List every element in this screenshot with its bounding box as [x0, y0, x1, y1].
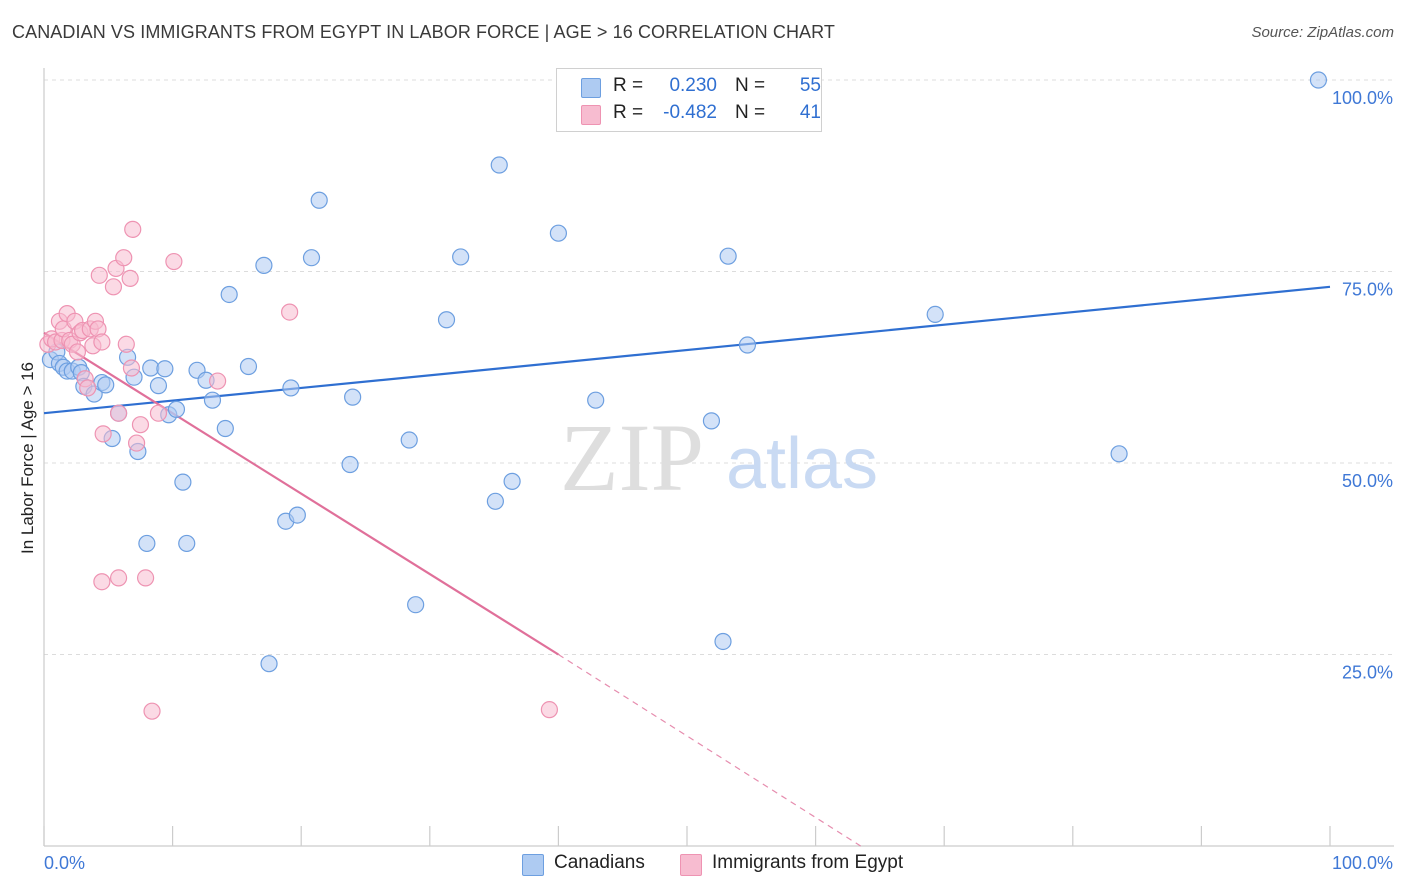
canadians-point: [702, 412, 721, 430]
canadians-point: [490, 156, 508, 174]
x-tick-label-min: 0.0%: [44, 853, 85, 873]
canadians-r-value: 0.230: [669, 75, 717, 96]
canadians-point: [203, 391, 222, 409]
egypt-point: [124, 220, 142, 238]
legend-label-egypt: Immigrants from Egypt: [712, 852, 904, 873]
canadians-point: [714, 632, 732, 651]
egypt-swatch: [581, 105, 601, 125]
canadians-points: [41, 71, 1328, 673]
canadians-point: [486, 492, 504, 510]
canadians-trend-line: [43, 285, 1331, 415]
egypt-point: [93, 333, 111, 351]
egypt-point: [143, 702, 161, 720]
canadians-point: [288, 506, 306, 524]
n-label: N =: [735, 102, 766, 123]
egypt-swatch: [680, 854, 702, 876]
canadians-swatch: [581, 78, 601, 98]
egypt-point: [127, 434, 146, 452]
egypt-point: [131, 416, 150, 434]
stats-legend: R = 0.230 N = 55 R = -0.482 N = 41: [556, 68, 822, 132]
egypt-point: [104, 278, 123, 296]
canadians-point: [302, 249, 321, 267]
canadians-point: [310, 191, 328, 209]
canadians-point: [255, 256, 273, 274]
canadians-point: [149, 377, 168, 395]
canadians-point: [260, 655, 278, 673]
y-tick-label: 50.0%: [1342, 471, 1393, 491]
canadians-point: [738, 336, 757, 354]
canadians-point: [503, 472, 521, 490]
egypt-points: [39, 220, 558, 720]
canadians-point: [549, 224, 568, 242]
canadians-swatch: [522, 854, 544, 876]
egypt-r-value: -0.482: [663, 102, 717, 123]
canadians-point: [138, 534, 156, 553]
r-label: R =: [613, 75, 644, 96]
egypt-point: [79, 379, 97, 397]
egypt-point: [93, 573, 111, 591]
egypt-n-value: 41: [799, 102, 821, 123]
egypt-point: [540, 701, 558, 719]
canadians-point: [174, 473, 192, 491]
egypt-point: [90, 266, 108, 284]
canadians-point: [156, 360, 174, 378]
egypt-point: [165, 252, 183, 271]
canadians-point: [220, 285, 238, 304]
canadians-point: [178, 534, 196, 553]
egypt-point: [115, 249, 133, 267]
watermark: ZIP atlas: [560, 404, 878, 511]
n-label: N =: [735, 75, 766, 96]
egypt-point: [121, 269, 139, 287]
canadians-n-value: 55: [799, 75, 821, 96]
canadians-point: [719, 247, 737, 265]
canadians-point: [926, 305, 944, 323]
canadians-point: [97, 376, 115, 394]
legend-label-canadians: Canadians: [554, 852, 645, 873]
canadians-point: [400, 431, 418, 449]
canadians-point: [452, 248, 470, 266]
canadians-point: [1309, 71, 1328, 89]
egypt-point: [68, 343, 87, 361]
canadians-point: [407, 596, 425, 614]
canadians-point: [1110, 445, 1128, 463]
axes: [43, 68, 1394, 847]
canadians-point: [167, 400, 186, 418]
canadians-point: [239, 357, 258, 376]
egypt-trend-line: [43, 331, 559, 656]
egypt-point: [122, 359, 141, 377]
canadians-point: [437, 311, 456, 329]
egypt-point: [136, 569, 155, 587]
source-credit: Source: ZipAtlas.com: [1251, 24, 1394, 41]
canadians-point: [282, 379, 300, 397]
canadians-point: [587, 391, 605, 409]
watermark-atlas: atlas: [726, 424, 878, 504]
egypt-point: [109, 569, 128, 587]
egypt-point: [281, 303, 299, 321]
series-legend: Canadians Immigrants from Egypt: [0, 852, 1406, 878]
y-tick-label: 75.0%: [1342, 280, 1393, 300]
canadians-point: [216, 419, 234, 438]
egypt-point: [94, 425, 112, 443]
egypt-point: [109, 404, 128, 422]
egypt-trend-extension: [558, 653, 861, 847]
egypt-point: [117, 335, 135, 353]
canadians-point: [341, 455, 359, 474]
chart-title: CANADIAN VS IMMIGRANTS FROM EGYPT IN LAB…: [12, 22, 836, 42]
egypt-point: [149, 404, 168, 422]
r-label: R =: [613, 102, 644, 123]
y-tick-label: 25.0%: [1342, 663, 1393, 683]
x-tick-label-max: 100.0%: [1332, 853, 1393, 873]
canadians-point: [344, 388, 362, 406]
y-axis-label: In Labor Force | Age > 16: [18, 361, 37, 555]
watermark-zip: ZIP: [560, 404, 704, 511]
trend-lines: [43, 285, 1331, 847]
tick-labels: 25.0% 50.0% 75.0% 100.0% 0.0% 100.0%: [44, 88, 1393, 873]
egypt-point: [209, 372, 227, 390]
y-tick-label: 100.0%: [1332, 88, 1393, 108]
